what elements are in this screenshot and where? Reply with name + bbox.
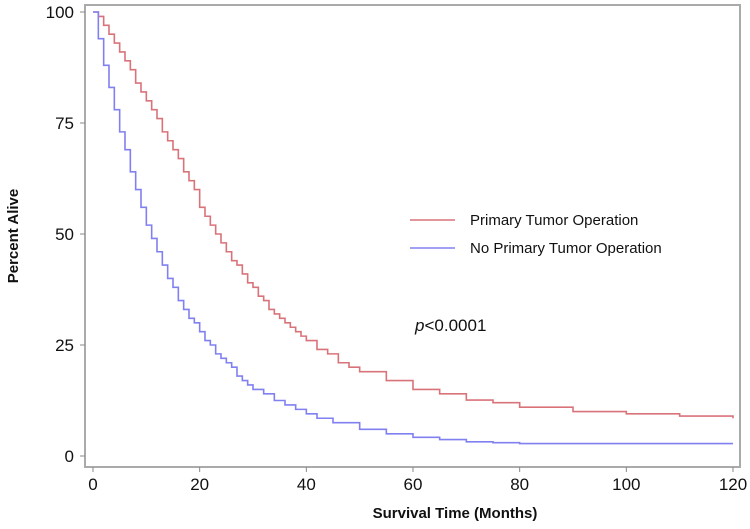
p-value-annotation: p<0.0001 xyxy=(414,316,486,335)
legend: Primary Tumor Operation No Primary Tumor… xyxy=(410,212,662,257)
legend-label-operation: Primary Tumor Operation xyxy=(470,212,638,229)
legend-label-no-operation: No Primary Tumor Operation xyxy=(470,240,662,257)
y-tick-label: 100 xyxy=(46,3,74,22)
y-tick-label: 25 xyxy=(55,336,74,355)
x-tick-label: 120 xyxy=(719,475,747,494)
y-tick-label: 50 xyxy=(55,225,74,244)
survival-curve-operation xyxy=(93,11,734,419)
x-tick-label: 100 xyxy=(612,475,640,494)
x-tick-label: 80 xyxy=(510,475,529,494)
x-tick-label: 20 xyxy=(190,475,209,494)
y-tick-label: 75 xyxy=(55,114,74,133)
plot-frame xyxy=(84,4,741,468)
x-tick-label: 40 xyxy=(297,475,316,494)
x-axis-label: Survival Time (Months) xyxy=(373,505,538,522)
survival-curve-no-operation xyxy=(93,11,733,445)
y-axis-label: Percent Alive xyxy=(5,189,22,284)
x-tick-label: 0 xyxy=(88,475,97,494)
y-tick-label: 0 xyxy=(65,447,74,466)
x-tick-label: 60 xyxy=(404,475,423,494)
